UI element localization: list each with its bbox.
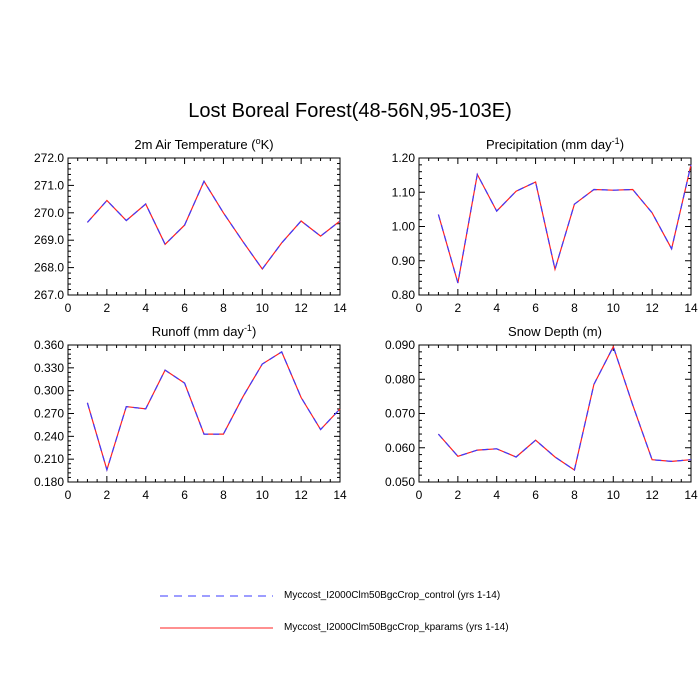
panel-snow-depth: 0 2 4 6 8 10 12 14 0.050 0.060 0.070 0.080 0.090 Snow… xyxy=(385,324,698,502)
series-control-line xyxy=(437,345,692,471)
y-tick-label: 0.180 xyxy=(34,475,64,489)
x-tick-label: 10 xyxy=(607,488,621,502)
y-tick-label: 0.360 xyxy=(34,338,64,352)
x-tick-label: 0 xyxy=(65,488,72,502)
series-control-line xyxy=(86,351,341,472)
x-tick-label: 6 xyxy=(532,488,539,502)
y-tick-label: 0.080 xyxy=(385,372,415,386)
y-tick-label: 0.240 xyxy=(34,429,64,443)
series-kparams-line xyxy=(86,180,341,271)
x-tick-label: 12 xyxy=(645,301,659,315)
panel-title: Snow Depth (m) xyxy=(508,324,602,339)
x-tick-label: 10 xyxy=(607,301,621,315)
plot-frame xyxy=(418,344,692,483)
y-tick-label: 0.80 xyxy=(392,288,416,302)
panel-runoff: 0 2 4 6 8 10 12 14 0.180 0.210 0.240 0.270 0.300 0.33… xyxy=(34,323,347,502)
series-kparams-line xyxy=(86,351,341,472)
x-tick-label: 0 xyxy=(416,488,423,502)
x-tick-label: 12 xyxy=(645,488,659,502)
y-tick-label: 1.20 xyxy=(392,151,416,165)
series-control-line xyxy=(437,164,692,284)
x-tick-label: 6 xyxy=(181,301,188,315)
x-tick-label: 10 xyxy=(256,301,270,315)
x-tick-label: 8 xyxy=(220,488,227,502)
y-tick-label: 268.0 xyxy=(34,261,64,275)
x-tick-label: 8 xyxy=(220,301,227,315)
panel-title: Runoff (mm day-1) xyxy=(152,323,257,339)
legend-label-kparams: Myccost_I2000Clm50BgcCrop_kparams (yrs 1… xyxy=(284,622,509,633)
y-tick-label: 0.090 xyxy=(385,338,415,352)
y-tick-label: 0.210 xyxy=(34,452,64,466)
x-tick-label: 14 xyxy=(333,488,347,502)
x-tick-label: 14 xyxy=(333,301,347,315)
x-tick-label: 0 xyxy=(65,301,72,315)
figure-title: Lost Boreal Forest(48-56N,95-103E) xyxy=(188,100,512,122)
x-tick-label: 14 xyxy=(684,301,698,315)
y-tick-label: 0.060 xyxy=(385,441,415,455)
y-tick-label: 1.00 xyxy=(392,220,416,234)
y-tick-label: 271.0 xyxy=(34,178,64,192)
y-tick-label: 270.0 xyxy=(34,206,64,220)
x-tick-label: 6 xyxy=(532,301,539,315)
x-tick-label: 4 xyxy=(142,301,149,315)
y-tick-label: 267.0 xyxy=(34,288,64,302)
series-kparams-line xyxy=(437,345,692,471)
y-tick-label: 0.050 xyxy=(385,475,415,489)
series-control-line xyxy=(86,180,341,271)
panel-air-temperature: 0 2 4 6 8 10 12 14 267.0 268.0 269.0 270.0 271.0 272.… xyxy=(34,136,347,315)
x-tick-label: 2 xyxy=(455,488,462,502)
x-tick-label: 2 xyxy=(104,488,111,502)
x-tick-label: 8 xyxy=(571,301,578,315)
y-tick-label: 0.270 xyxy=(34,407,64,421)
y-tick-label: 1.10 xyxy=(392,185,416,199)
panel-precipitation: 0 2 4 6 8 10 12 14 0.80 0.90 1.00 1.10 1.20 Precipita… xyxy=(392,136,698,315)
x-tick-label: 8 xyxy=(571,488,578,502)
panel-title: 2m Air Temperature (oK) xyxy=(134,136,273,152)
x-tick-label: 2 xyxy=(104,301,111,315)
x-tick-label: 4 xyxy=(493,301,500,315)
y-tick-label: 0.90 xyxy=(392,254,416,268)
plot-frame xyxy=(67,157,341,296)
series-kparams-line xyxy=(437,164,692,284)
y-tick-label: 272.0 xyxy=(34,151,64,165)
legend-label-control: Myccost_I2000Clm50BgcCrop_control (yrs 1… xyxy=(284,590,501,601)
y-tick-label: 0.300 xyxy=(34,384,64,398)
x-tick-label: 4 xyxy=(142,488,149,502)
x-tick-label: 12 xyxy=(294,488,308,502)
y-tick-label: 0.070 xyxy=(385,407,415,421)
x-tick-label: 14 xyxy=(684,488,698,502)
x-tick-label: 6 xyxy=(181,488,188,502)
panel-title: Precipitation (mm day-1) xyxy=(486,136,624,152)
y-tick-label: 0.330 xyxy=(34,361,64,375)
x-tick-label: 12 xyxy=(294,301,308,315)
y-tick-label: 269.0 xyxy=(34,233,64,247)
x-tick-label: 10 xyxy=(256,488,270,502)
x-tick-label: 4 xyxy=(493,488,500,502)
plot-frame xyxy=(67,344,341,483)
x-tick-label: 2 xyxy=(455,301,462,315)
x-tick-label: 0 xyxy=(416,301,423,315)
